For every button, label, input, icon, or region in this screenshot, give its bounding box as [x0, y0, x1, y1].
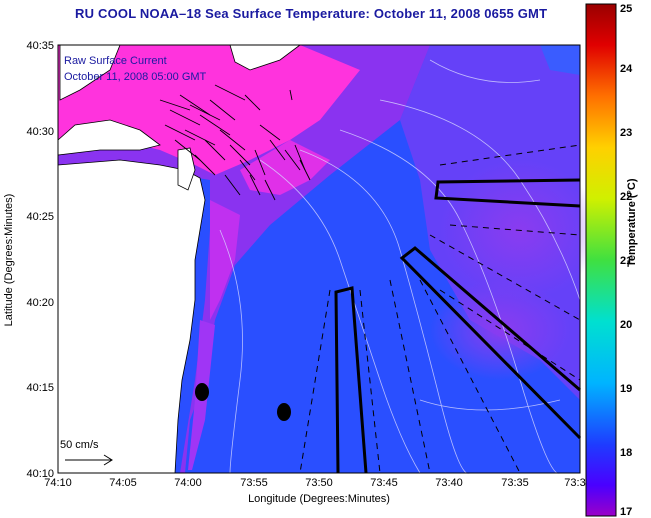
colorbar-tick-label: 22: [620, 191, 632, 203]
y-tick-label: 40:30: [26, 126, 54, 138]
x-tick-label: 74:00: [174, 477, 202, 489]
map-title: RU COOL NOAA–18 Sea Surface Temperature:…: [75, 6, 548, 21]
y-tick-label: 40:20: [26, 297, 54, 309]
colorbar-tick-label: 17: [620, 506, 632, 518]
x-tick-label: 74:10: [44, 477, 72, 489]
colorbar: [585, 3, 617, 517]
station-marker-1: [195, 383, 209, 401]
overlay-label-2: October 11, 2008 05:00 GMT: [64, 71, 207, 83]
colorbar-tick-label: 19: [620, 383, 632, 395]
x-tick-label: 73:50: [305, 477, 333, 489]
current-vectors: [159, 84, 311, 201]
land-coast: [57, 159, 206, 474]
x-tick-label: 73:55: [240, 477, 268, 489]
colorbar-tick-label: 21: [620, 255, 632, 267]
x-tick-label: 74:05: [109, 477, 137, 489]
overlay-label-1: Raw Surface Current: [64, 55, 167, 67]
y-tick-label: 40:35: [26, 40, 54, 52]
colorbar-tick-label: 23: [620, 127, 632, 139]
x-tick-label: 73:3: [564, 477, 585, 489]
x-tick-label: 73:45: [370, 477, 398, 489]
x-tick-label: 73:35: [501, 477, 529, 489]
station-marker-2: [277, 403, 291, 421]
colorbar-tick-label: 24: [620, 63, 633, 75]
map-plot-area: [57, 44, 600, 474]
x-axis-label: Longitude (Degrees:Minutes): [248, 493, 390, 505]
y-tick-label: 40:10: [26, 468, 54, 480]
scale-arrow: [65, 454, 113, 466]
x-tick-label: 73:40: [435, 477, 463, 489]
colorbar-label: Temperature (°C): [626, 178, 638, 267]
colorbar-tick-label: 25: [620, 3, 632, 15]
y-axis-label: Latitude (Degrees:Minutes): [3, 194, 15, 327]
y-tick-label: 40:15: [26, 382, 54, 394]
scale-label: 50 cm/s: [60, 439, 99, 451]
colorbar-tick-label: 20: [620, 319, 632, 331]
colorbar-tick-label: 18: [620, 447, 632, 459]
y-tick-label: 40:25: [26, 211, 54, 223]
